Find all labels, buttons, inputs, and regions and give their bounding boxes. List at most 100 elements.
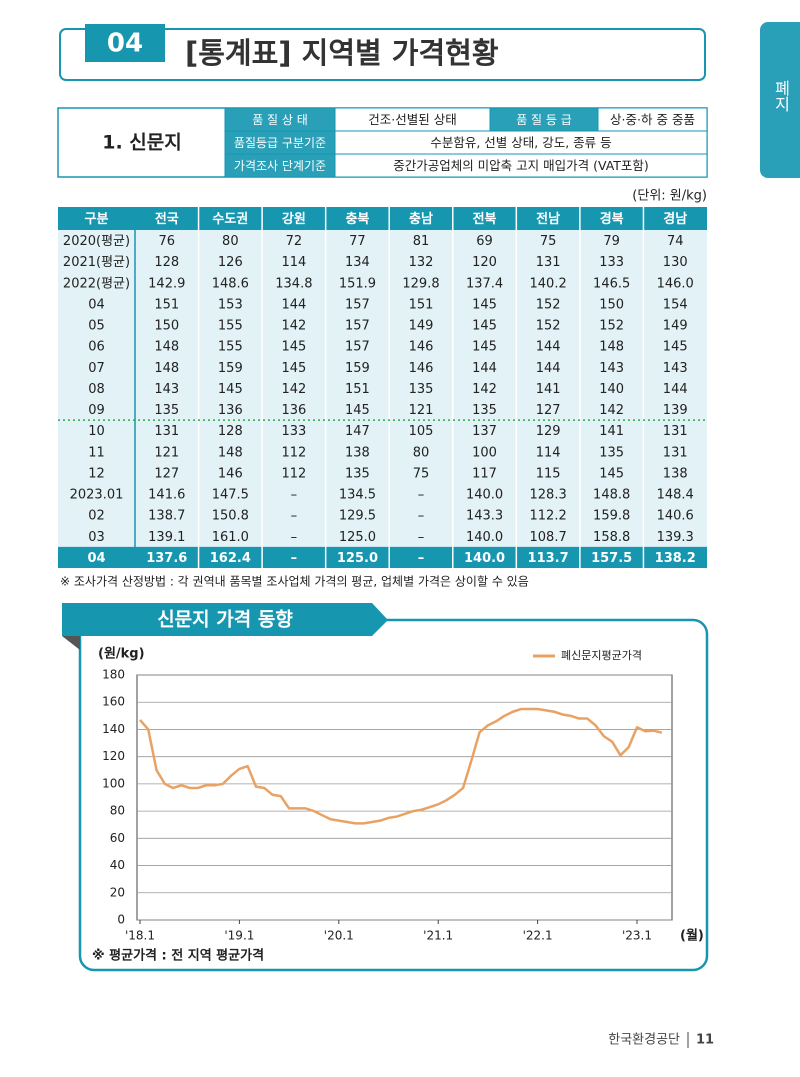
table-cell: 146	[218, 466, 243, 481]
table-cell: 121	[154, 445, 179, 460]
column-header: 경북	[600, 211, 624, 227]
table-cell: 75	[413, 466, 430, 481]
table-cell: –	[291, 488, 298, 503]
table-cell: 145	[281, 340, 306, 355]
table-cell: 131	[663, 424, 688, 439]
table-cell: 147	[345, 424, 370, 439]
y-tick-label: 20	[110, 885, 125, 899]
price-table: 구분 전국 수도권 강원 충북 충남 전북 전남 경북 경남 2020(평균) 76 80 72 77 81 6…	[58, 207, 707, 568]
table-cell: 129.5	[339, 509, 376, 524]
table-cell: 147.5	[212, 488, 249, 503]
table-cell: 155	[218, 340, 243, 355]
table-cell: 129.8	[402, 276, 439, 291]
table-cell: –	[418, 551, 425, 566]
x-tick-label: '21.1	[423, 929, 453, 943]
header-title: [통계표] 지역별 가격현황	[185, 36, 499, 70]
table-cell: 72	[286, 234, 303, 249]
table-cell: 141	[536, 382, 561, 397]
table-cell: 131	[536, 255, 561, 270]
table-cell: 138.7	[148, 509, 185, 524]
table-cell: 144	[536, 340, 561, 355]
table-cell: 145	[218, 382, 243, 397]
table-cell: 146.5	[593, 276, 630, 291]
row-header: 2020(평균)	[63, 234, 130, 249]
table-cell: 162.4	[210, 551, 251, 566]
table-cell: 77	[349, 234, 366, 249]
table-cell: 157.5	[591, 551, 632, 566]
table-cell: 136	[218, 403, 243, 418]
table-cell: 134.8	[275, 276, 312, 291]
footer-org: 한국환경공단	[608, 1033, 680, 1048]
column-header: 충남	[409, 211, 433, 227]
table-cell: 134	[345, 255, 370, 270]
table-cell: 114	[281, 255, 306, 270]
table-cell: 140.0	[466, 488, 503, 503]
table-cell: 152	[536, 297, 561, 312]
table-cell: 144	[536, 361, 561, 376]
info-value: 상·중·하 중 중품	[610, 112, 695, 127]
table-cell: 150	[154, 319, 179, 334]
table-cell: 151	[409, 297, 434, 312]
table-cell: 152	[536, 319, 561, 334]
table-cell: 125.0	[337, 551, 378, 566]
table-cell: 142	[599, 403, 624, 418]
table-cell: 108.7	[530, 530, 567, 545]
table-cell: 81	[413, 234, 430, 249]
table-cell: 141	[599, 424, 624, 439]
table-cell: 142.9	[148, 276, 185, 291]
table-cell: 150	[599, 297, 624, 312]
table-cell: 136	[281, 403, 306, 418]
table-cell: 144	[663, 382, 688, 397]
table-cell: 142	[281, 382, 306, 397]
column-header: 전국	[155, 211, 179, 227]
x-tick-label: '22.1	[523, 929, 553, 943]
column-header: 수도권	[212, 212, 248, 227]
table-cell: 145	[281, 361, 306, 376]
info-value-cell	[334, 153, 708, 178]
table-cell: 105	[409, 424, 434, 439]
table-cell: 145	[345, 403, 370, 418]
header-number: 04	[107, 29, 143, 59]
row-header: 03	[88, 530, 105, 545]
table-cell: 135	[154, 403, 179, 418]
table-cell: 148	[218, 445, 243, 460]
table-cell: 135	[599, 445, 624, 460]
header-box	[59, 28, 706, 81]
table-cell: 131	[663, 445, 688, 460]
table-cell: 148.6	[212, 276, 249, 291]
column-header: 충북	[345, 211, 369, 227]
table-cell: 133	[599, 255, 624, 270]
table-cell: 117	[472, 466, 497, 481]
info-name: 1. 신문지	[102, 132, 182, 154]
table-cell: 138.2	[655, 551, 696, 566]
x-tick-label: '19.1	[224, 929, 254, 943]
table-cell: 69	[476, 234, 493, 249]
table-cell: 112.2	[530, 509, 567, 524]
table-cell: –	[418, 509, 425, 524]
table-cell: 126	[218, 255, 243, 270]
row-header: 11	[88, 445, 105, 460]
table-cell: 121	[409, 403, 434, 418]
table-cell: 157	[345, 319, 370, 334]
table-cell: 155	[218, 319, 243, 334]
table-cell: 148	[154, 340, 179, 355]
table-cell: 76	[159, 234, 176, 249]
table-note: ※ 조사가격 산정방법 : 각 권역내 품목별 조사업체 가격의 평균, 업체별…	[60, 575, 529, 589]
table-cell: 137.4	[466, 276, 503, 291]
table-cell: 112	[281, 466, 306, 481]
table-cell: 74	[667, 234, 684, 249]
row-header: 05	[88, 319, 105, 334]
x-tick-label: '18.1	[125, 929, 155, 943]
x-tick-label: '20.1	[324, 929, 354, 943]
table-cell: 127	[154, 466, 179, 481]
y-tick-label: 0	[117, 913, 125, 927]
table-cell: 128.3	[530, 488, 567, 503]
table-cell: 140.2	[530, 276, 567, 291]
table-cell: 128	[154, 255, 179, 270]
table-cell: 112	[281, 445, 306, 460]
table-cell: 133	[281, 424, 306, 439]
column-header: 전북	[473, 211, 497, 227]
info-label: 가격조사 단계기준	[234, 159, 326, 173]
